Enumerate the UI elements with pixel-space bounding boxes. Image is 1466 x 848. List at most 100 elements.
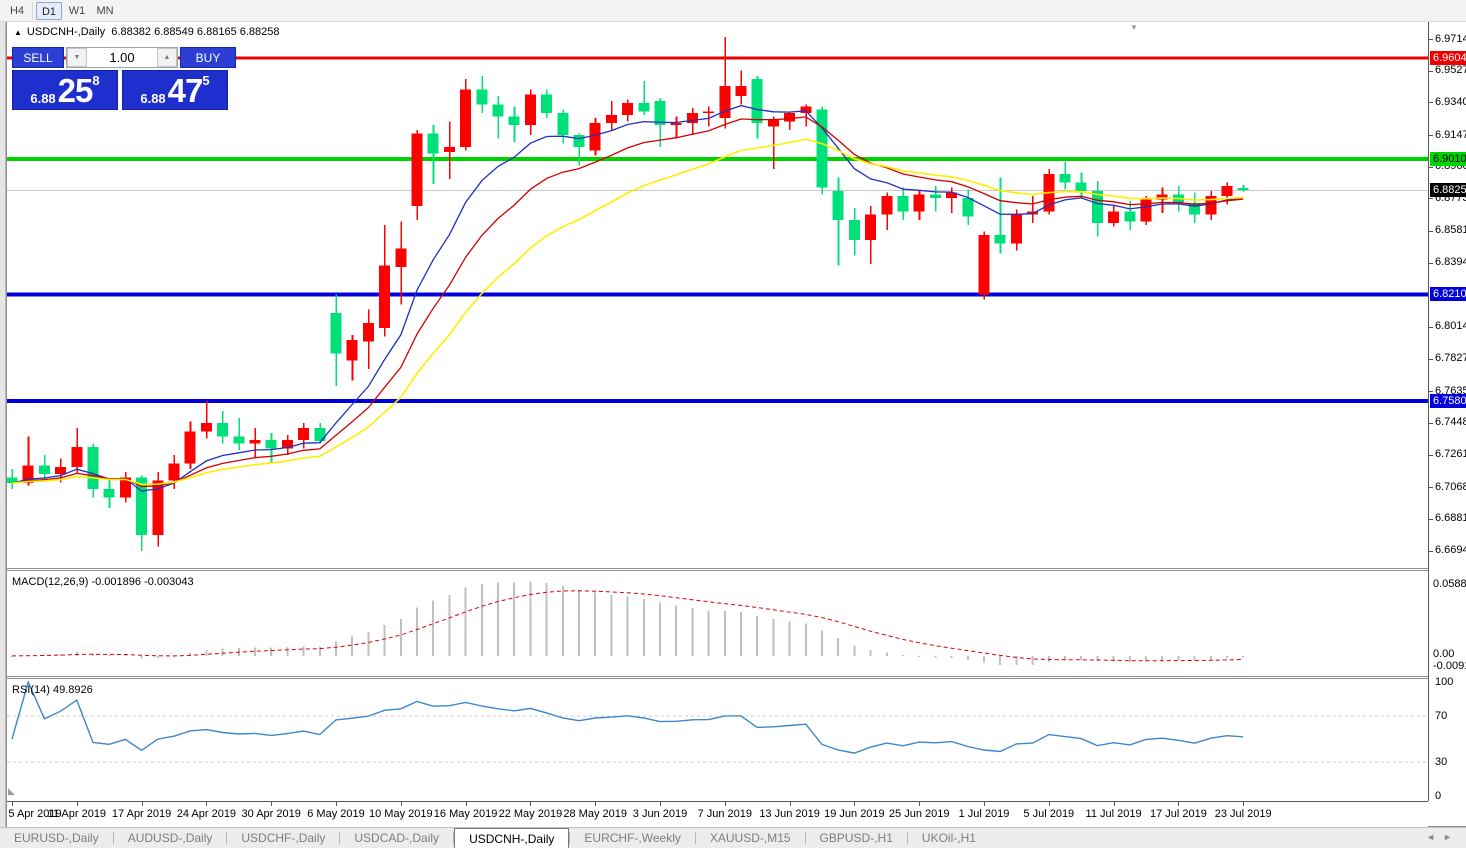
timeframe-w1-button[interactable]: W1 <box>68 5 86 17</box>
macd-histogram-bar <box>75 652 78 656</box>
macd-histogram-bar <box>318 646 321 656</box>
chart-tab-usdcad[interactable]: USDCAD-,Daily <box>354 831 440 845</box>
candle-bullish <box>670 123 682 125</box>
candle-bearish <box>541 94 553 114</box>
moving-average-line <box>11 138 1244 486</box>
macd-histogram-bar <box>221 648 224 656</box>
chart-tab-bar: EURUSD-,Daily AUDUSD-,Daily USDCHF-,Daily U… <box>0 827 1466 848</box>
candle-bullish <box>71 446 83 468</box>
macd-panel-canvas[interactable] <box>7 572 1428 676</box>
date-tick-mark <box>271 802 273 806</box>
rsi-panel-canvas[interactable] <box>7 680 1428 800</box>
macd-histogram-bar <box>124 654 127 656</box>
timeframe-mn-button[interactable]: MN <box>96 5 114 17</box>
sell-button[interactable]: SELL <box>12 47 64 68</box>
candle-bearish <box>1059 174 1071 183</box>
sell-price-big: 25 <box>57 72 94 109</box>
candle-bearish <box>217 423 229 437</box>
candle-bearish <box>265 439 277 449</box>
tab-scroll-left-icon[interactable]: ◄ <box>1426 832 1444 842</box>
candle-bearish <box>7 477 18 484</box>
candle-bullish <box>735 85 747 97</box>
sell-price-panel[interactable]: 6.88 25 8 <box>12 70 118 110</box>
tab-scroll-arrows: ◄► <box>1426 832 1460 842</box>
macd-axis-label: -0.009116 <box>1433 660 1466 672</box>
chart-tab-audusd[interactable]: AUDUSD-,Daily <box>127 831 213 845</box>
panel-separator[interactable] <box>7 676 1428 679</box>
tab-scroll-right-icon[interactable]: ► <box>1443 832 1460 842</box>
macd-histogram-bar <box>1226 655 1228 659</box>
macd-background <box>7 572 1428 676</box>
candle-bearish <box>897 196 909 212</box>
macd-histogram-bar <box>691 607 694 656</box>
price-tick-label: 6.80145 <box>1435 320 1466 333</box>
price-level-badge: 6.90100 <box>1430 151 1466 166</box>
date-tick-mark <box>12 802 13 806</box>
date-tick-label: 5 Apr 2019 <box>8 808 62 820</box>
buy-button[interactable]: BUY <box>180 47 236 68</box>
price-tick-mark <box>1429 135 1433 136</box>
moving-average-line <box>11 104 1244 492</box>
tab-separator <box>112 832 114 844</box>
horizontal-level-line <box>7 398 1428 403</box>
timeframe-h4-button[interactable]: H4 <box>9 5 25 17</box>
timeframe-d1-button[interactable]: D1 <box>36 2 62 20</box>
price-tick-mark <box>1429 39 1433 41</box>
macd-signal-line <box>11 590 1244 662</box>
macd-histogram-bar <box>1209 655 1212 660</box>
macd-histogram-bar <box>804 623 807 656</box>
volume-input[interactable]: 1.00 <box>109 50 135 65</box>
chart-tab-usdcnh[interactable]: USDCNH-,Daily <box>454 828 570 848</box>
price-tick-mark <box>1429 550 1433 552</box>
date-tick-label: 6 May 2019 <box>307 808 365 820</box>
candle-wick <box>805 104 807 127</box>
macd-histogram-bar <box>983 655 985 663</box>
tab-separator <box>804 832 806 844</box>
chart-tab-usdchf[interactable]: USDCHF-,Daily <box>241 831 326 845</box>
chart-shift-marker-icon[interactable]: ▼ <box>1130 23 1138 32</box>
candle-bullish <box>152 480 164 535</box>
panel-separator[interactable] <box>7 568 1428 571</box>
volume-decrease-icon[interactable]: ▼ <box>67 48 87 67</box>
chart-tab-gbpusd[interactable]: GBPUSD-,H1 <box>819 831 893 845</box>
candle-bullish <box>622 102 634 115</box>
macd-histogram-bar <box>1145 655 1147 662</box>
volume-increase-icon[interactable]: ▲ <box>157 48 177 67</box>
date-axis[interactable]: 5 Apr 2019 11 Apr 2019 17 Apr 2019 24 Apr 2… <box>7 801 1428 827</box>
symbol-name: USDCNH-,Daily <box>26 26 106 38</box>
timeframe-toolbar: H4 D1 W1 MN <box>0 0 1466 22</box>
macd-histogram-bar <box>43 654 46 656</box>
price-tick-label: 6.85810 <box>1435 224 1466 237</box>
chart-tab-eurchf[interactable]: EURCHF-,Weekly <box>584 831 681 845</box>
candle-wick <box>951 187 953 214</box>
candle-bullish <box>443 146 455 153</box>
chart-tab-eurusd[interactable]: EURUSD-,Daily <box>14 831 99 845</box>
chart-tab-xauusd[interactable]: XAUUSD-,M15 <box>709 831 791 845</box>
macd-histogram-bar <box>772 619 775 656</box>
candle-bullish <box>281 439 293 449</box>
buy-price-base: 6.88 <box>140 91 166 106</box>
macd-histogram-bar <box>254 647 256 656</box>
buy-price-panel[interactable]: 6.88 47 5 <box>122 70 228 110</box>
candle-bearish <box>1237 187 1249 191</box>
candle-wick <box>772 116 775 169</box>
candle-bullish <box>913 194 925 212</box>
candle-bearish <box>314 428 326 441</box>
ohlc-readout: 6.88382 6.88549 6.88165 6.88258 <box>111 26 280 38</box>
price-axis[interactable]: 6.971406.952706.934006.914756.896056.877… <box>1428 22 1466 802</box>
main-chart-canvas[interactable] <box>7 22 1428 568</box>
buy-price-big: 47 <box>167 72 204 109</box>
price-tick-mark <box>1429 70 1433 72</box>
macd-histogram-bar <box>1177 655 1180 660</box>
chart-tab-ukoil[interactable]: UKOil-,H1 <box>921 831 976 845</box>
price-tick-mark <box>1429 487 1433 489</box>
date-tick-mark <box>854 802 856 806</box>
date-tick-label: 3 Jun 2019 <box>632 808 688 820</box>
candle-bearish <box>557 113 569 136</box>
rsi-label: RSI(14) 49.8926 <box>12 684 93 696</box>
candle-bearish <box>751 79 763 124</box>
macd-histogram-bar <box>1242 655 1245 658</box>
macd-histogram-bar <box>723 611 726 656</box>
candle-bullish <box>346 340 358 361</box>
